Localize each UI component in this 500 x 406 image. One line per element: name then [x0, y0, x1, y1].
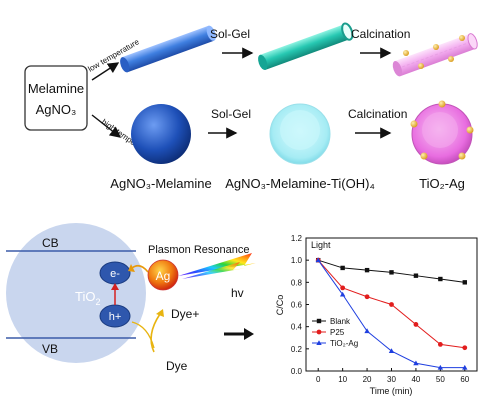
legend-marker-1 — [316, 329, 322, 335]
series-0-point-2 — [364, 267, 370, 273]
series-1-point-3 — [389, 302, 394, 307]
agno3-melamine-sphere — [131, 104, 191, 164]
solgel-label-top: Sol-Gel — [210, 27, 250, 41]
series-1-point-1 — [340, 285, 346, 291]
y-tick-label-1: 0.2 — [291, 345, 303, 354]
x-tick-label-60: 60 — [460, 375, 469, 384]
x-tick-label-0: 0 — [316, 375, 321, 384]
x-tick-label-10: 10 — [338, 375, 347, 384]
x-tick-label-50: 50 — [436, 375, 445, 384]
x-tick-label-20: 20 — [363, 375, 372, 384]
x-tick-label-40: 40 — [411, 375, 420, 384]
precursor-box — [24, 65, 88, 131]
precursor-melamine: Melamine — [28, 81, 84, 96]
legend-label-0: Blank — [330, 317, 351, 326]
dye-label: Dye — [166, 359, 188, 373]
chart-annotation: Light — [311, 240, 331, 250]
label-agno3-melamine: AgNO₃-Melamine — [110, 176, 211, 191]
plasmon-label: Plasmon Resonance — [148, 244, 250, 256]
series-1-point-2 — [364, 294, 370, 300]
y-tick-label-2: 0.4 — [291, 323, 303, 332]
tio2-ag-nanotube — [392, 33, 478, 77]
tio2-ag-sphere — [410, 100, 474, 165]
ag-nanoparticle — [147, 259, 179, 291]
light-beam — [178, 253, 256, 276]
low-temp-arrow — [91, 62, 120, 81]
coated-nanotube — [258, 22, 354, 71]
tio2-core-label: TiO2 — [75, 289, 100, 307]
x-axis: 0 10 20 30 40 50 60 — [316, 368, 470, 384]
series-0-point-4 — [413, 273, 419, 278]
solgel-label-bottom: Sol-Gel — [211, 107, 251, 121]
y-tick-label-5: 1.0 — [291, 256, 303, 265]
calcination-label-bottom: Calcination — [348, 107, 407, 121]
electron-transfer-arrow — [131, 264, 149, 273]
series-0-point-6 — [462, 280, 467, 285]
dye-oxidation-arrow — [150, 313, 161, 353]
precursor-agno3: AgNO₃ — [36, 102, 77, 117]
series-2-point-3 — [388, 348, 395, 354]
y-tick-label-0: 0.0 — [291, 367, 303, 376]
legend-label-1: P25 — [330, 328, 345, 337]
ag-label: Ag — [156, 269, 171, 283]
electron-label: e- — [110, 268, 120, 280]
label-coated-sphere: AgNO₃-Melamine-Ti(OH)₄ — [225, 176, 375, 191]
series-2-point-1 — [339, 291, 346, 297]
legend: Blank P25 TiO₂-Ag — [312, 317, 358, 348]
hole-label: h+ — [109, 311, 122, 323]
dye-plus-label: Dye+ — [171, 307, 199, 321]
x-tick-label-30: 30 — [387, 375, 396, 384]
legend-label-2: TiO₂-Ag — [330, 339, 358, 348]
coated-sphere — [269, 103, 331, 165]
melamine-nanotube — [120, 25, 216, 73]
legend-marker-0 — [316, 318, 322, 324]
calcination-label-top: Calcination — [351, 27, 410, 41]
y-tick-label-4: 0.8 — [291, 278, 303, 287]
label-tio2-ag: TiO₂-Ag — [419, 176, 465, 191]
series-1-point-6 — [462, 345, 468, 351]
series-2-point-6 — [462, 364, 468, 370]
y-axis: 0.0 0.2 0.4 0.6 0.8 1.0 1.2 — [291, 234, 309, 376]
series-group — [315, 257, 468, 370]
vb-label: VB — [42, 342, 58, 356]
hv-label: hv — [231, 286, 244, 300]
degradation-chart: 0 10 20 30 40 50 60 0.0 0.2 0.4 0.6 0.8 1.0 1.2 Ligh… — [275, 234, 478, 396]
series-2-point-2 — [364, 328, 370, 334]
series-1-point-4 — [413, 322, 419, 327]
synthesis-panel: Melamine AgNO₃ low temperature high temp… — [24, 22, 478, 191]
high-temp-arrow — [91, 114, 122, 138]
series-0-point-1 — [340, 265, 345, 271]
series-2-point-5 — [437, 364, 444, 370]
y-tick-label-6: 1.2 — [291, 234, 303, 243]
series-1-point-5 — [437, 342, 443, 347]
series-2-point-0 — [315, 257, 321, 263]
series-0-point-5 — [438, 276, 443, 282]
mechanism-panel: CB VB TiO2 e- h+ Ag Plasmon Resonance hv… — [6, 223, 256, 373]
y-tick-label-3: 0.6 — [291, 301, 303, 310]
series-0-point-3 — [389, 270, 394, 275]
cb-label: CB — [42, 236, 59, 250]
x-axis-label: Time (min) — [370, 386, 413, 396]
legend-marker-2 — [316, 340, 322, 345]
series-2-point-4 — [413, 360, 419, 366]
y-axis-label: C/Co — [275, 295, 285, 316]
